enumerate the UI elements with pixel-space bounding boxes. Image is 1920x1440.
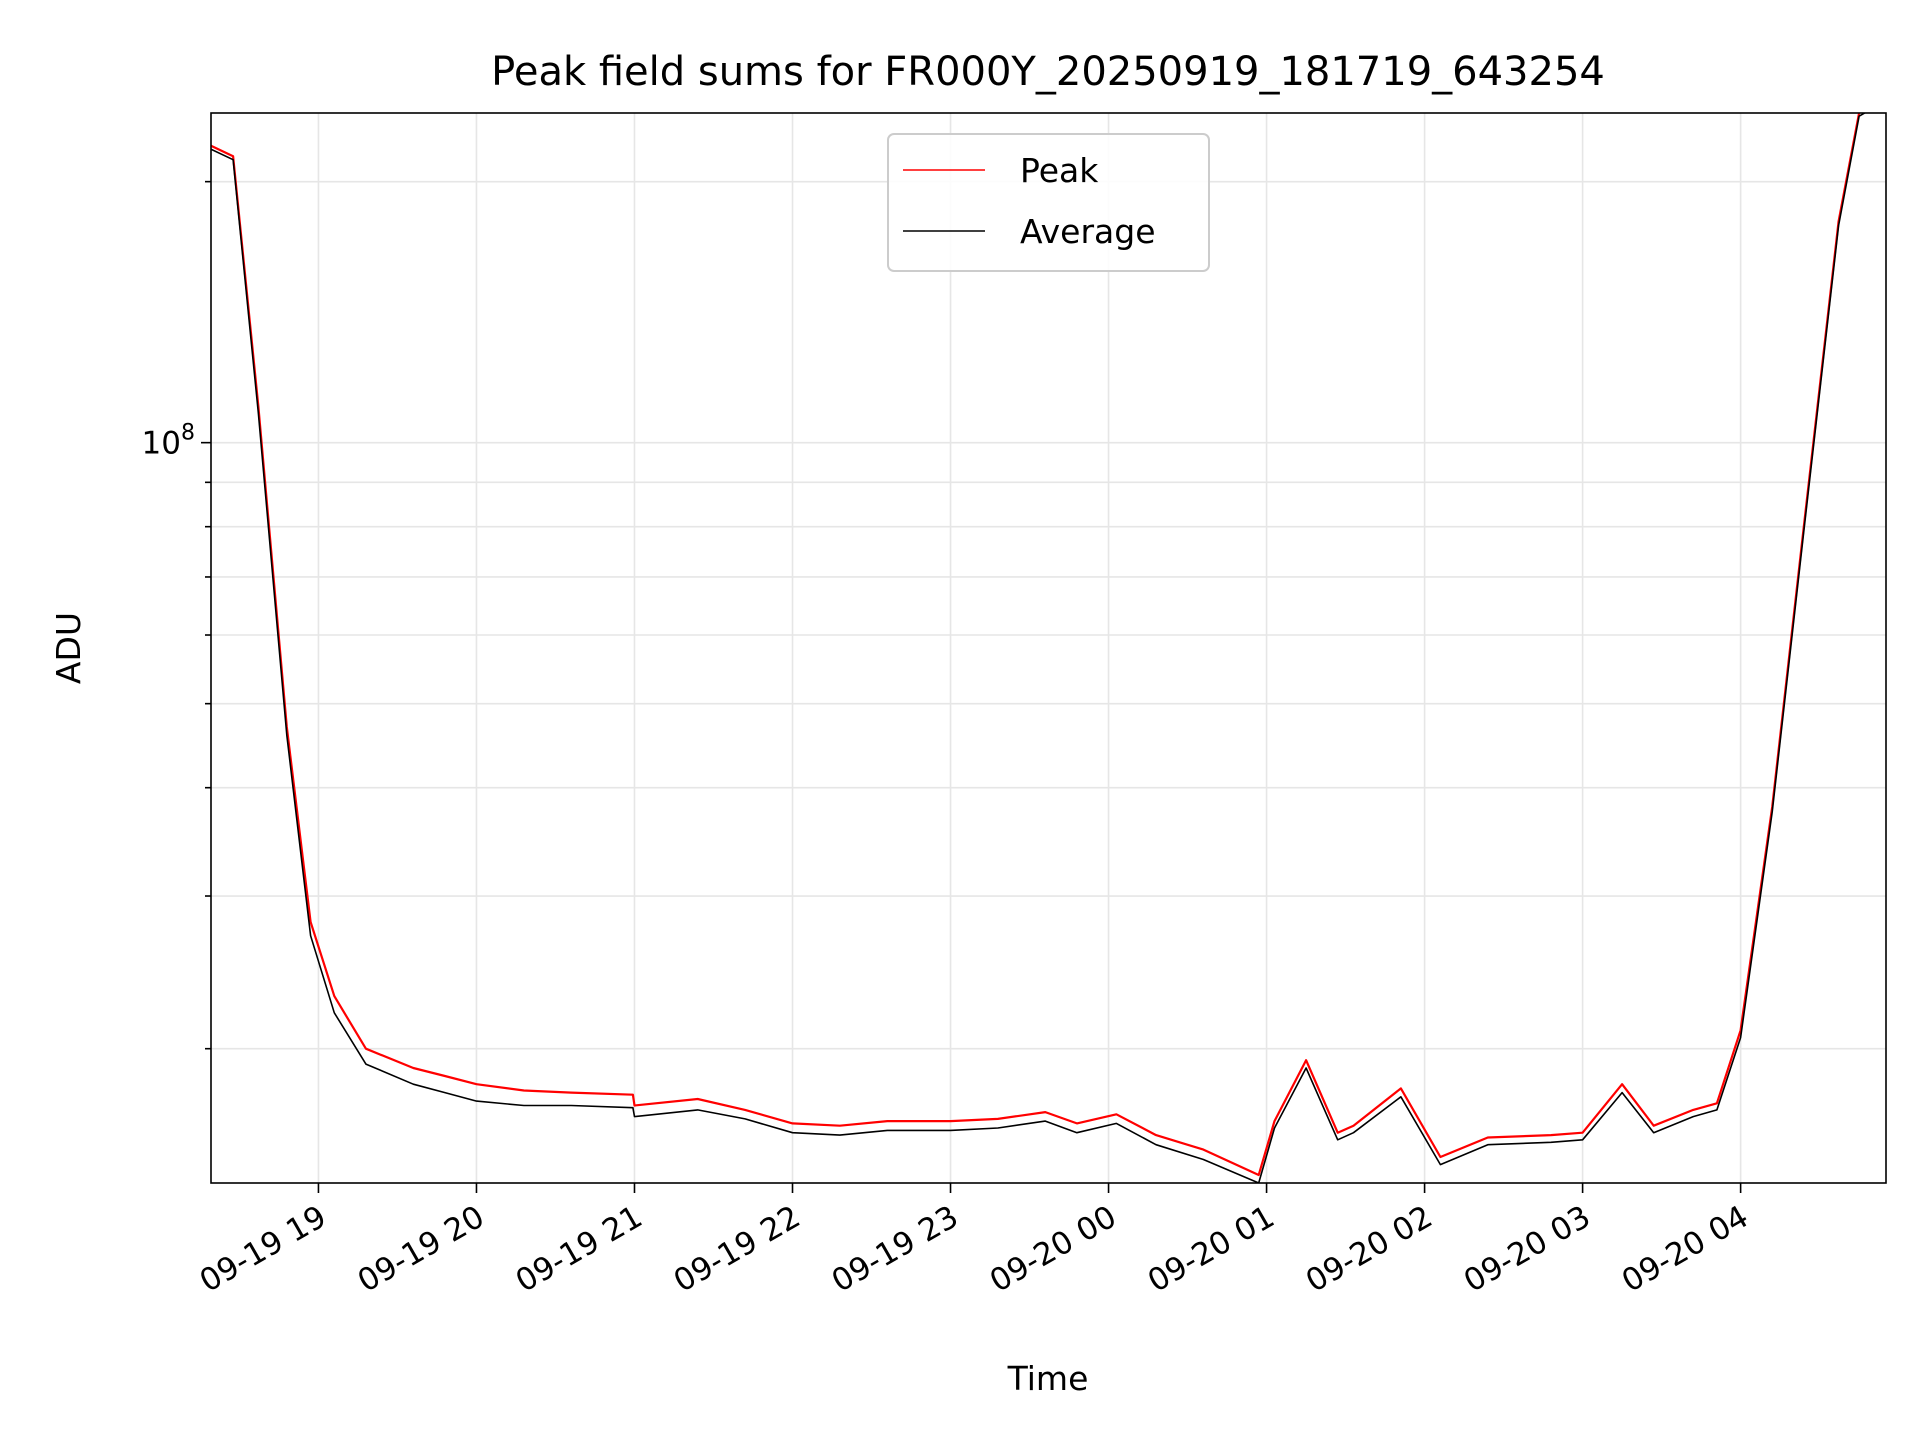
series-line-average — [211, 113, 1867, 1183]
legend-label-peak: Peak — [1020, 151, 1099, 190]
legend: Peak Average — [887, 133, 1210, 272]
plot-frame — [210, 112, 1887, 1184]
legend-box — [887, 133, 1210, 272]
y-axis-label: ADU — [49, 612, 88, 684]
legend-label-average: Average — [1020, 212, 1156, 251]
series-line-peak — [211, 113, 1862, 1177]
series-lines — [211, 113, 1867, 1183]
y-tick-labels: 108 — [142, 421, 195, 462]
x-axis-label: Time — [1007, 1359, 1089, 1398]
ticks — [201, 180, 1742, 1193]
chart-title: Peak field sums for FR000Y_20250919_1817… — [491, 49, 1605, 95]
y-tick-label: 108 — [142, 421, 195, 462]
